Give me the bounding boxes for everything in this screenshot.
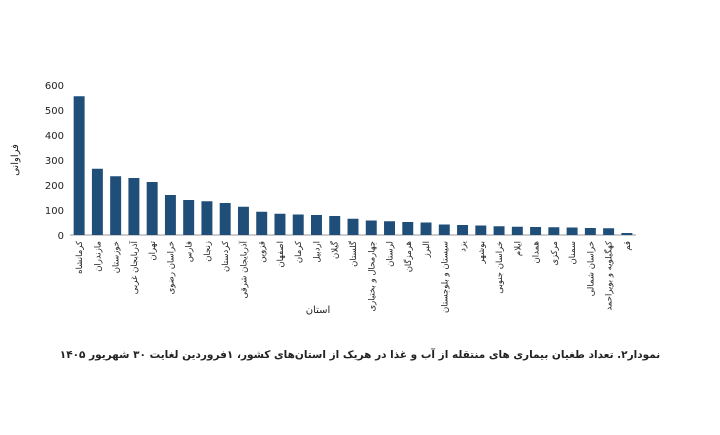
x-tick-label: مرکزی bbox=[550, 241, 560, 266]
bar bbox=[146, 182, 158, 235]
x-tick-label: قزوین bbox=[258, 241, 268, 263]
bar bbox=[73, 96, 85, 235]
y-tick-label: 200 bbox=[45, 181, 64, 192]
x-tick-label: هرمزگان bbox=[403, 241, 414, 272]
x-tick-label: خراسان جنوبی bbox=[495, 241, 505, 294]
y-axis-label: فراوانی bbox=[10, 144, 21, 176]
bar bbox=[402, 222, 414, 235]
bar bbox=[493, 226, 505, 235]
x-tick-label: آذربایجان غربی bbox=[128, 240, 140, 294]
y-tick-label: 400 bbox=[45, 131, 64, 142]
bar bbox=[621, 233, 633, 235]
bar bbox=[219, 203, 231, 235]
bar bbox=[292, 214, 304, 235]
bar bbox=[420, 222, 432, 235]
bar bbox=[164, 195, 176, 235]
x-tick-label: کهگیلویه و بویراحمد bbox=[604, 240, 615, 311]
bar bbox=[311, 215, 322, 235]
x-tick-label: بوشهر bbox=[477, 241, 487, 265]
bar bbox=[128, 178, 140, 235]
bar bbox=[347, 218, 359, 235]
bar bbox=[511, 226, 523, 235]
x-axis-label: استان bbox=[306, 305, 331, 316]
bar bbox=[438, 224, 450, 235]
x-tick-label: اردبیل bbox=[312, 241, 322, 263]
y-tick-label: 0 bbox=[58, 231, 64, 242]
bar bbox=[530, 227, 542, 235]
x-tick-label: چهارمحال و بختیاری bbox=[367, 241, 377, 312]
x-tick-label: کردستان bbox=[221, 240, 231, 272]
bar bbox=[110, 176, 122, 235]
x-tick-label: سیستان و بلوچستان bbox=[440, 241, 450, 313]
bar bbox=[256, 211, 268, 235]
x-tick-label: خراسان رضوی bbox=[166, 241, 176, 294]
bar bbox=[384, 221, 395, 235]
bar bbox=[603, 228, 615, 235]
x-tick-label: تهران bbox=[148, 240, 158, 260]
x-tick-label: فارس bbox=[185, 241, 195, 262]
x-tick-label: کرمان bbox=[294, 240, 304, 263]
x-tick-label: آذربایجان شرقی bbox=[237, 240, 249, 298]
y-tick-label: 500 bbox=[45, 106, 64, 117]
bar bbox=[237, 206, 249, 235]
x-tick-label: مازندران bbox=[93, 241, 103, 272]
bar bbox=[365, 220, 377, 235]
x-tick-label: گلستان bbox=[348, 240, 359, 267]
x-tick-label: البرز bbox=[422, 241, 432, 258]
x-tick-label: یزد bbox=[459, 240, 469, 251]
x-tick-label: سمنان bbox=[568, 241, 578, 264]
bar bbox=[274, 213, 286, 235]
bar bbox=[475, 225, 487, 235]
bar bbox=[91, 168, 103, 235]
bar bbox=[584, 228, 596, 235]
x-tick-label: همدان bbox=[532, 241, 542, 263]
y-tick-label: 300 bbox=[45, 156, 64, 167]
caption: نمودار۲. تعداد طغیان بیماری های منتقله ا… bbox=[60, 348, 660, 361]
y-tick-label: 100 bbox=[45, 206, 64, 217]
bar bbox=[329, 216, 341, 235]
bar bbox=[548, 227, 560, 235]
x-tick-label: زنجان bbox=[203, 241, 213, 262]
bar bbox=[183, 200, 195, 235]
x-tick-label: اصفهان bbox=[276, 241, 286, 268]
x-tick-label: قم bbox=[623, 241, 633, 251]
x-tick-label: گیلان bbox=[330, 240, 341, 259]
bar bbox=[566, 227, 578, 235]
x-tick-label: کرمانشاه bbox=[75, 240, 85, 274]
x-tick-label: ایلام bbox=[513, 241, 523, 256]
bar bbox=[457, 225, 469, 235]
x-tick-label: لرستان bbox=[386, 241, 396, 267]
x-tick-label: خراسان شمالی bbox=[586, 241, 596, 296]
x-tick-label: خوزستان bbox=[112, 241, 122, 273]
bar bbox=[201, 201, 213, 235]
y-tick-label: 600 bbox=[45, 81, 64, 92]
